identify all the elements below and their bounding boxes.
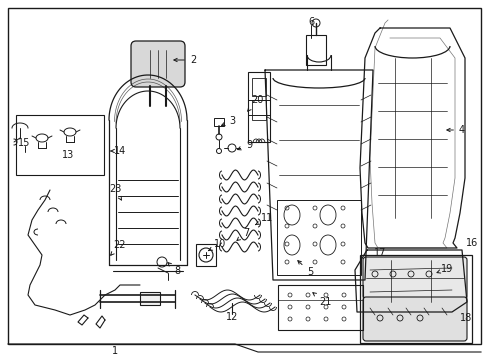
Text: 18: 18 (459, 313, 471, 323)
FancyBboxPatch shape (362, 257, 466, 299)
Text: 8: 8 (167, 262, 180, 276)
Text: 1: 1 (112, 346, 118, 356)
Bar (247, 72, 269, 142)
Text: 7: 7 (237, 228, 248, 240)
Text: 2: 2 (174, 55, 196, 65)
Bar (140, 292, 160, 305)
Bar (278, 285, 362, 330)
Bar (359, 255, 471, 343)
Bar (16, 115, 104, 175)
Bar (305, 35, 325, 65)
Bar (196, 244, 216, 266)
Text: 5: 5 (297, 261, 312, 277)
FancyBboxPatch shape (362, 297, 466, 341)
Text: 15: 15 (18, 138, 30, 148)
Text: 16: 16 (465, 238, 477, 248)
Bar (214, 118, 224, 126)
Bar (276, 200, 360, 275)
Bar (251, 78, 265, 96)
Text: 20: 20 (247, 95, 263, 111)
FancyBboxPatch shape (131, 41, 184, 87)
Text: 6: 6 (307, 17, 313, 27)
Text: 3: 3 (221, 116, 235, 126)
Text: 17: 17 (373, 248, 386, 258)
Bar (251, 100, 265, 120)
Text: 13: 13 (62, 150, 74, 160)
Text: 4: 4 (446, 125, 464, 135)
Text: 21: 21 (312, 293, 330, 307)
Text: 9: 9 (237, 140, 251, 150)
Text: 22: 22 (110, 240, 126, 255)
Text: 23: 23 (109, 184, 121, 200)
Text: 14: 14 (111, 146, 126, 156)
Text: 12: 12 (225, 312, 238, 322)
Text: 19: 19 (436, 264, 452, 274)
Text: 10: 10 (208, 239, 225, 251)
Text: 11: 11 (255, 213, 273, 225)
